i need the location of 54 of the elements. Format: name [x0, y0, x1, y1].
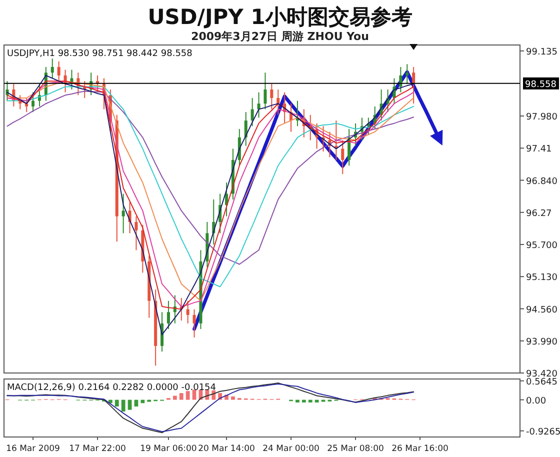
x-tick-label: 16 Mar 2009 [6, 444, 60, 454]
bar [114, 400, 119, 406]
ref-line-label: 98.558 [525, 80, 557, 90]
x-tick-label: 26 Mar 16:00 [392, 444, 448, 454]
bar [140, 400, 145, 404]
candlestick [270, 83, 274, 110]
x-tick-label: 17 Mar 22:00 [69, 444, 126, 454]
y-tick-label: 97.41 [526, 144, 552, 155]
candlestick [412, 66, 416, 104]
bar [231, 396, 235, 400]
y-tick-label: 0.5645 [526, 377, 558, 388]
candlestick [250, 97, 254, 127]
y-tick-label: 95.130 [526, 273, 558, 284]
bar [186, 391, 190, 400]
candlestick [122, 193, 125, 234]
candlestick [186, 300, 190, 324]
candlestick [50, 58, 54, 79]
x-tick-label: 20 Mar 14:00 [198, 444, 255, 454]
bar [179, 393, 184, 400]
bar [302, 400, 306, 402]
y-tick-label: 96.27 [526, 208, 552, 219]
candlestick [276, 89, 280, 116]
bar [172, 396, 177, 400]
chart-title: USD/JPY 1小时图交易参考 [148, 5, 412, 29]
candlestick [32, 92, 35, 113]
y-tick-label: 99.135 [526, 47, 558, 58]
x-tick-label: 19 Mar 06:00 [140, 444, 197, 454]
y-tick-label: 93.990 [526, 337, 558, 348]
candlestick [25, 97, 28, 113]
annotation: USDJPY,H1 98.530 98.751 98.442 98.558 [7, 49, 193, 59]
candlestick [264, 72, 267, 110]
bar [314, 400, 319, 402]
candlestick [166, 300, 170, 330]
candlestick [406, 64, 409, 84]
x-tick-label: 25 Mar 08:00 [327, 444, 384, 454]
bar [192, 390, 196, 400]
y-tick-label: 0.00 [526, 396, 546, 406]
chart-subtitle: 2009年3月27日 周游 ZHOU You [191, 30, 369, 43]
candlestick [192, 308, 196, 338]
bar [121, 400, 126, 412]
candlestick [257, 92, 260, 118]
annotation: MACD(12,26,9) 0.2164 0.2282 0.0000 -0.0154 [7, 383, 216, 393]
candlestick [134, 216, 138, 251]
y-tick-label: 94.560 [526, 305, 558, 316]
y-tick-label: -0.9265 [526, 427, 560, 438]
y-tick-label: 97.980 [526, 112, 558, 123]
bar [308, 400, 312, 402]
bar [128, 400, 132, 410]
x-tick-label: 24 Mar 00:00 [262, 444, 320, 454]
y-tick-label: 95.700 [526, 241, 558, 252]
candlestick [244, 112, 248, 146]
bar [296, 400, 300, 402]
candlestick [341, 140, 344, 175]
y-tick-label: 96.840 [526, 176, 558, 187]
